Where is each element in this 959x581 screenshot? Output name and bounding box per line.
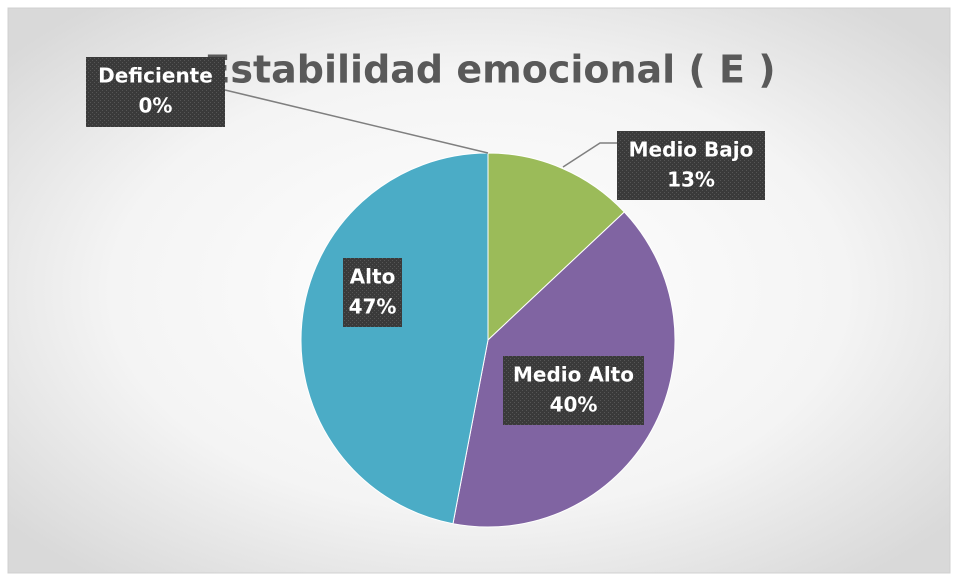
data-label-box <box>617 131 765 200</box>
data-label-name: Medio Alto <box>513 363 634 387</box>
data-label-value: 40% <box>550 393 598 417</box>
pie-slice <box>300 152 489 525</box>
leader-line <box>224 89 489 154</box>
data-label-name: Medio Bajo <box>629 138 754 162</box>
chart-title: Estabilidad emocional ( E ) <box>204 48 775 92</box>
data-label-box <box>503 356 644 425</box>
data-label-name: Alto <box>350 265 396 289</box>
data-label-box <box>86 57 225 127</box>
data-label-value: 47% <box>349 295 397 319</box>
data-label-value: 13% <box>667 168 715 192</box>
leader-line <box>562 142 617 168</box>
pie-slice <box>487 152 626 342</box>
data-label-value: 0% <box>139 94 173 118</box>
data-label-name: Deficiente <box>98 64 213 88</box>
data-label-box <box>343 258 402 327</box>
